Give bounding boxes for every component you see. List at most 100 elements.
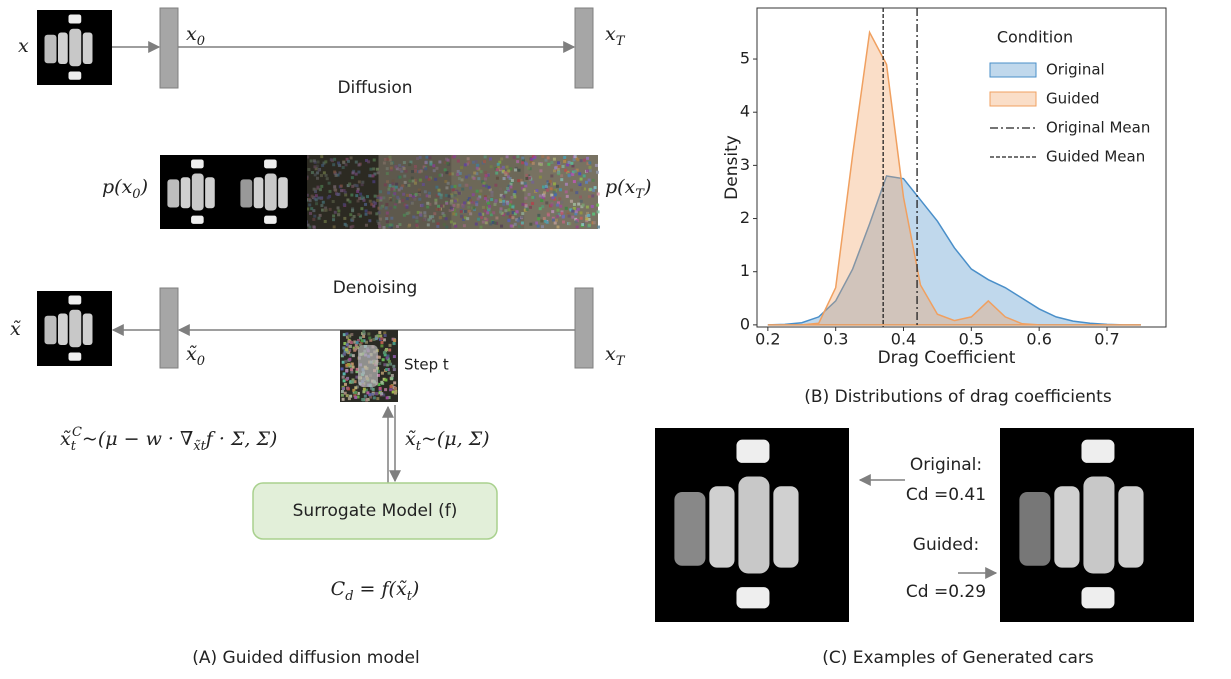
noise [390,162,393,165]
noise [425,176,428,179]
noise [558,197,561,200]
x-tick-label: 0.2 [755,330,780,349]
noise [502,166,505,169]
noise [586,170,589,173]
noise [557,225,560,228]
noise [597,192,600,195]
noise [351,217,354,220]
car-part [69,72,82,80]
noise [563,156,566,159]
noise [352,354,355,357]
noise [489,222,492,225]
noise [477,218,480,221]
noise [411,170,414,173]
noise [573,203,576,206]
car-part [181,177,191,208]
noise [337,213,340,216]
noise [446,162,449,165]
noise [516,160,519,163]
noise [419,179,422,182]
noise [592,213,595,216]
noise [378,356,381,359]
noise [560,174,563,177]
noise [454,225,457,228]
y-tick-label: 0 [740,314,750,333]
noise [393,381,396,384]
noise [454,185,457,188]
noise [412,215,415,218]
noise [456,205,459,208]
guided-label: Guided: [913,535,979,555]
noise [476,167,479,170]
noise [343,379,346,382]
noise [539,194,542,197]
noise [354,391,357,394]
noise [484,197,487,200]
car-part [1083,477,1114,574]
car-part [83,33,93,65]
noise [325,174,328,177]
noise [341,367,344,370]
noise [408,179,411,182]
noise [484,155,487,158]
math-part: ) [643,176,651,198]
noise [568,161,571,164]
noise [349,345,352,348]
noise [435,167,438,170]
noise [366,195,369,198]
noise [507,212,510,215]
noise [379,334,382,337]
noise [380,341,383,344]
noise [389,223,392,226]
noise [393,192,396,195]
noise [563,160,566,163]
car-part [58,314,68,346]
noise [562,221,565,224]
noise [444,168,447,171]
noise [588,179,591,182]
noise [591,194,594,197]
noise [558,165,561,168]
noise [523,188,526,191]
noise [351,185,354,188]
noise [406,212,409,215]
noise [329,208,332,211]
noise [386,212,389,215]
noise [581,187,584,190]
noise [543,194,546,197]
noise [586,206,589,209]
noise [387,191,390,194]
noise [594,186,597,189]
noise [386,363,389,366]
math-part: t [71,439,77,454]
math-part: x̃ [60,428,71,450]
noise [462,205,465,208]
figure: x Diffusion Denoising x̃ Step t Surrogat… [0,0,1231,679]
car-part [709,486,734,567]
math-part: x̃ [186,343,197,365]
noise [497,163,500,166]
noise [437,205,440,208]
noise [422,219,425,222]
noise [367,160,370,163]
noise [315,202,318,205]
noise [385,217,388,220]
noise [393,205,396,208]
noise [537,214,540,217]
noise [517,219,520,222]
x-tick-label: 0.6 [1026,330,1051,349]
noise [392,365,395,368]
noise [342,161,345,164]
noise [472,193,475,196]
noise [403,167,406,170]
legend-label: Original [1046,61,1105,79]
noise [438,193,441,196]
noise [383,351,386,354]
car-part [1118,486,1143,567]
noise [389,198,392,201]
noise [395,183,398,186]
noise [390,167,393,170]
car-part [69,353,82,361]
output-label: x̃ [10,318,21,340]
noise [445,217,448,220]
